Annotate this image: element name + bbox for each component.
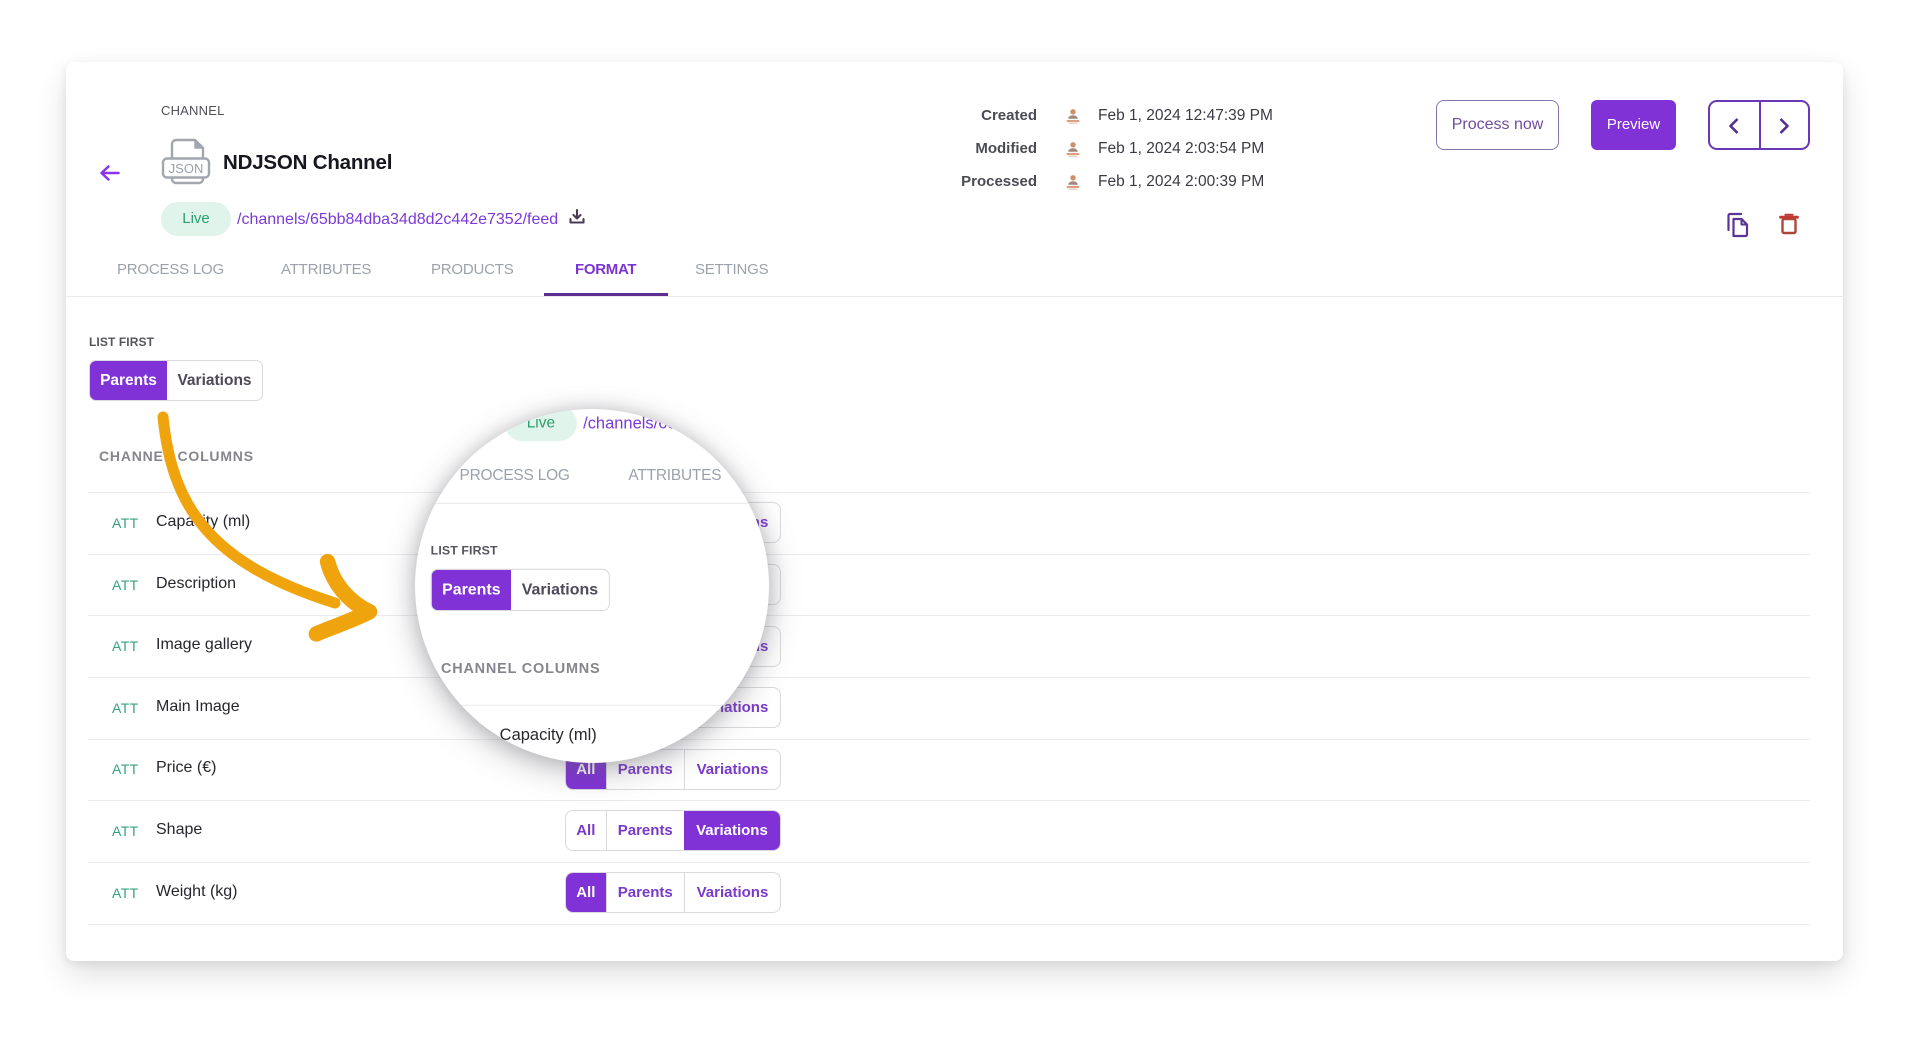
svg-text:JSON: JSON (169, 161, 204, 176)
